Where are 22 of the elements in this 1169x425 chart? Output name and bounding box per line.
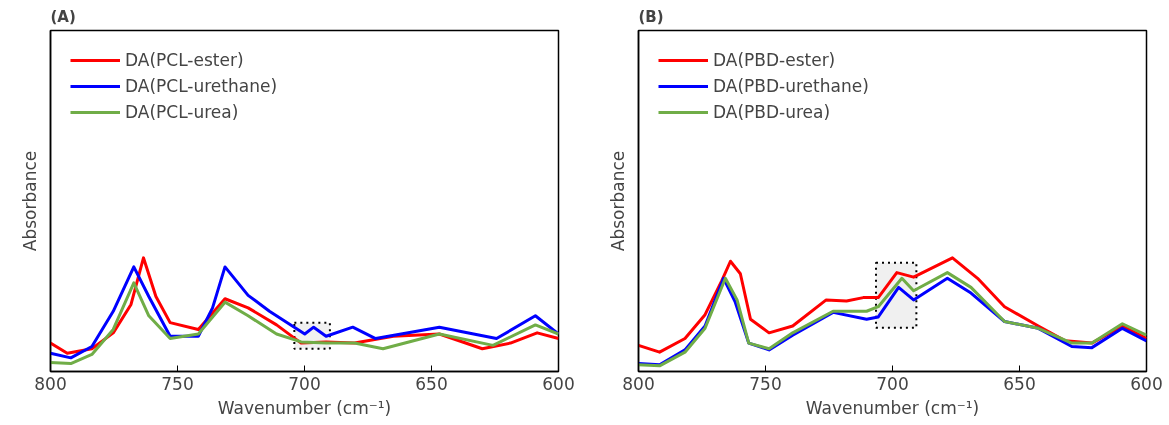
x-tick-label: 650 (1003, 373, 1036, 394)
x-tick-label: 600 (542, 373, 575, 394)
y-axis-title: Absorbance (607, 150, 628, 252)
chart-title: (A) (50, 7, 76, 26)
legend-label: DA(PBD-ester) (713, 50, 836, 70)
x-axis-title: Wavenumber (cm⁻¹) (805, 397, 980, 418)
x-tick-label: 750 (161, 373, 194, 394)
chart-title: (B) (638, 7, 664, 26)
x-tick-label: 600 (1130, 373, 1163, 394)
legend-label: DA(PBD-urea) (713, 102, 831, 122)
x-axis-title: Wavenumber (cm⁻¹) (217, 397, 392, 418)
y-axis-title: Absorbance (19, 150, 40, 252)
x-tick-label: 750 (749, 373, 782, 394)
legend-label: DA(PCL-urea) (125, 102, 239, 122)
x-tick-label: 800 (34, 373, 67, 394)
x-tick-label: 700 (288, 373, 321, 394)
legend-label: DA(PBD-urethane) (713, 76, 869, 96)
legend-label: DA(PCL-urethane) (125, 76, 278, 96)
x-tick-label: 650 (415, 373, 448, 394)
x-tick-label: 700 (876, 373, 909, 394)
x-tick-label: 800 (622, 373, 655, 394)
legend-label: DA(PCL-ester) (125, 50, 244, 70)
